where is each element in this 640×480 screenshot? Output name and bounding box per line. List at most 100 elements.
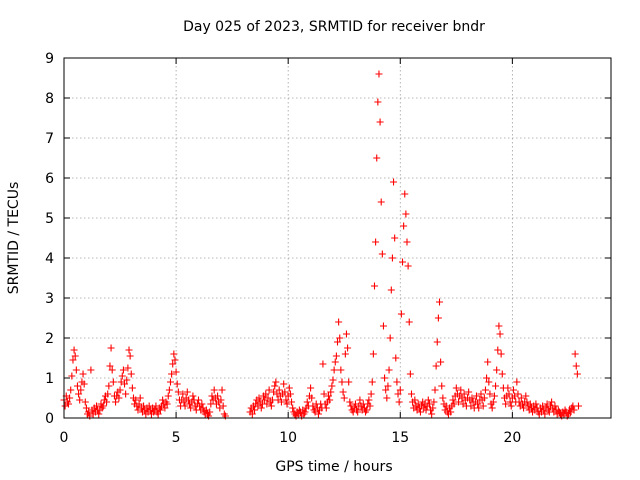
data-point [329,376,337,384]
data-point [70,346,78,354]
data-point [327,388,335,396]
data-point [71,352,79,360]
data-point [345,378,353,386]
data-point [181,402,189,410]
data-point [106,362,114,370]
data-point [495,322,503,330]
data-point [170,350,178,358]
chart-title: Day 025 of 2023, SRMTID for receiver bnd… [183,19,485,35]
data-point [403,238,411,246]
x-tick-label: 10 [279,430,297,446]
data-point [277,398,285,406]
y-tick-label: 1 [45,371,54,387]
data-point [257,404,265,412]
data-point [64,400,72,408]
data-point [424,396,432,404]
data-point [452,384,460,392]
data-point [477,390,485,398]
y-tick-label: 7 [45,131,54,147]
x-tick-label: 0 [60,430,69,446]
data-point [115,394,123,402]
data-point [218,386,226,394]
data-point [366,402,374,410]
data-point [76,396,84,404]
axis-ticks: 0 1 2 3 4 5 6 7 8 9 0 5 10 15 20 [45,51,611,446]
data-point [395,398,403,406]
data-point [179,390,187,398]
data-point [99,402,107,410]
data-point [195,396,203,404]
data-point [379,322,387,330]
x-tick-label: 20 [503,430,521,446]
data-point [127,370,135,378]
data-point [450,400,458,408]
data-point [356,396,364,404]
data-point [210,386,218,394]
data-point [112,398,120,406]
data-point [485,378,493,386]
data-point [81,398,89,406]
data-point [387,286,395,294]
data-point [66,394,74,402]
data-point [474,400,482,408]
data-point [344,344,352,352]
data-point [335,318,343,326]
data-point [93,402,101,410]
data-point [67,386,75,394]
data-point [493,366,501,374]
data-point [248,410,256,418]
data-point [548,398,556,406]
data-point [339,388,347,396]
data-point [504,384,512,392]
data-point [447,408,455,416]
data-point [124,364,132,372]
data-point [376,118,384,126]
data-point [432,362,440,370]
data-point [392,354,400,362]
data-point [283,400,291,408]
data-point [354,408,362,416]
data-point [484,358,492,366]
data-point [173,380,181,388]
data-point [87,366,95,374]
data-points [60,70,582,420]
data-point [507,402,515,410]
data-point [109,378,117,386]
data-point [411,396,419,404]
data-point [497,350,505,358]
data-point [573,370,581,378]
data-point [401,190,409,198]
data-point [187,404,195,412]
grid-lines [64,58,611,418]
data-point [383,394,391,402]
data-point [551,402,559,410]
data-point [475,404,483,412]
data-point [407,390,415,398]
data-point [189,392,197,400]
data-point [116,386,124,394]
data-point [385,366,393,374]
data-point [522,392,530,400]
data-point [105,382,113,390]
data-point [135,400,143,408]
data-point [314,410,322,418]
data-point [574,402,582,410]
data-point [402,210,410,218]
data-point [449,396,457,404]
data-point [390,178,398,186]
data-point [126,352,134,360]
data-point [286,390,294,398]
data-point [251,406,259,414]
data-point [262,390,270,398]
x-tick-label: 5 [172,430,181,446]
data-point [346,398,354,406]
y-tick-label: 5 [45,211,54,227]
data-point [393,378,401,386]
data-point [455,398,463,406]
data-point [73,382,81,390]
data-point [136,394,144,402]
y-tick-label: 0 [45,411,54,427]
y-axis-label: SRMTID / TECUs [6,182,22,295]
data-point [404,262,412,270]
data-point [460,390,468,398]
